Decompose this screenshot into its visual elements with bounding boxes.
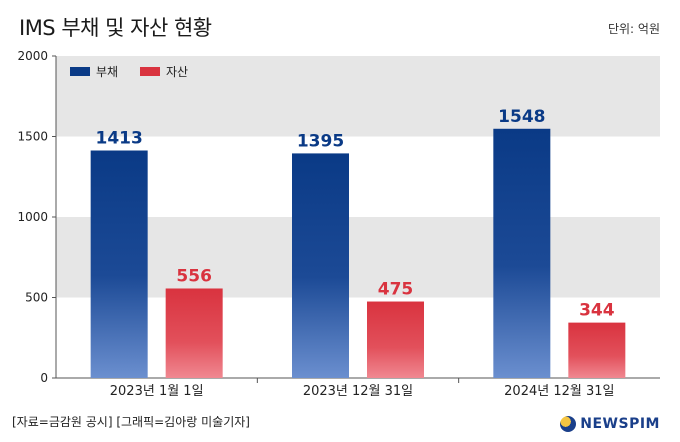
legend-swatch xyxy=(70,67,90,76)
logo-icon xyxy=(560,416,577,432)
data-label: 344 xyxy=(579,301,615,321)
data-label: 1548 xyxy=(498,107,545,127)
chart-title: IMS 부채 및 자산 현황 xyxy=(19,16,212,40)
data-label: 1413 xyxy=(96,129,143,149)
legend-swatch xyxy=(140,67,160,76)
x-category-label: 2023년 1월 1일 xyxy=(110,384,204,399)
legend-label: 부채 xyxy=(96,65,118,79)
data-label: 475 xyxy=(378,280,414,300)
y-tick-label: 2000 xyxy=(17,49,48,63)
bar-asset xyxy=(165,288,223,378)
bar-asset xyxy=(367,301,424,378)
bar-debt xyxy=(90,150,148,378)
bar-debt xyxy=(493,128,551,378)
y-tick-label: 0 xyxy=(40,371,48,385)
grid-band xyxy=(56,217,660,298)
data-label: 556 xyxy=(176,266,212,286)
y-tick-label: 500 xyxy=(25,291,48,305)
y-tick-label: 1500 xyxy=(17,130,48,144)
bar-asset xyxy=(568,322,626,378)
y-tick-label: 1000 xyxy=(17,210,48,224)
x-category-label: 2024년 12월 31일 xyxy=(504,384,614,399)
x-category-label: 2023년 12월 31일 xyxy=(303,384,413,399)
logo-text: NEWSPIM xyxy=(580,416,660,432)
source-note: [자료=금감원 공시] [그래픽=김아랑 미술기자] xyxy=(12,415,250,429)
newspim-logo: NEWSPIM xyxy=(560,416,660,432)
bar-debt xyxy=(292,153,349,378)
data-label: 1395 xyxy=(297,131,344,151)
legend-label: 자산 xyxy=(166,65,188,79)
unit-label: 단위: 억원 xyxy=(607,22,660,36)
